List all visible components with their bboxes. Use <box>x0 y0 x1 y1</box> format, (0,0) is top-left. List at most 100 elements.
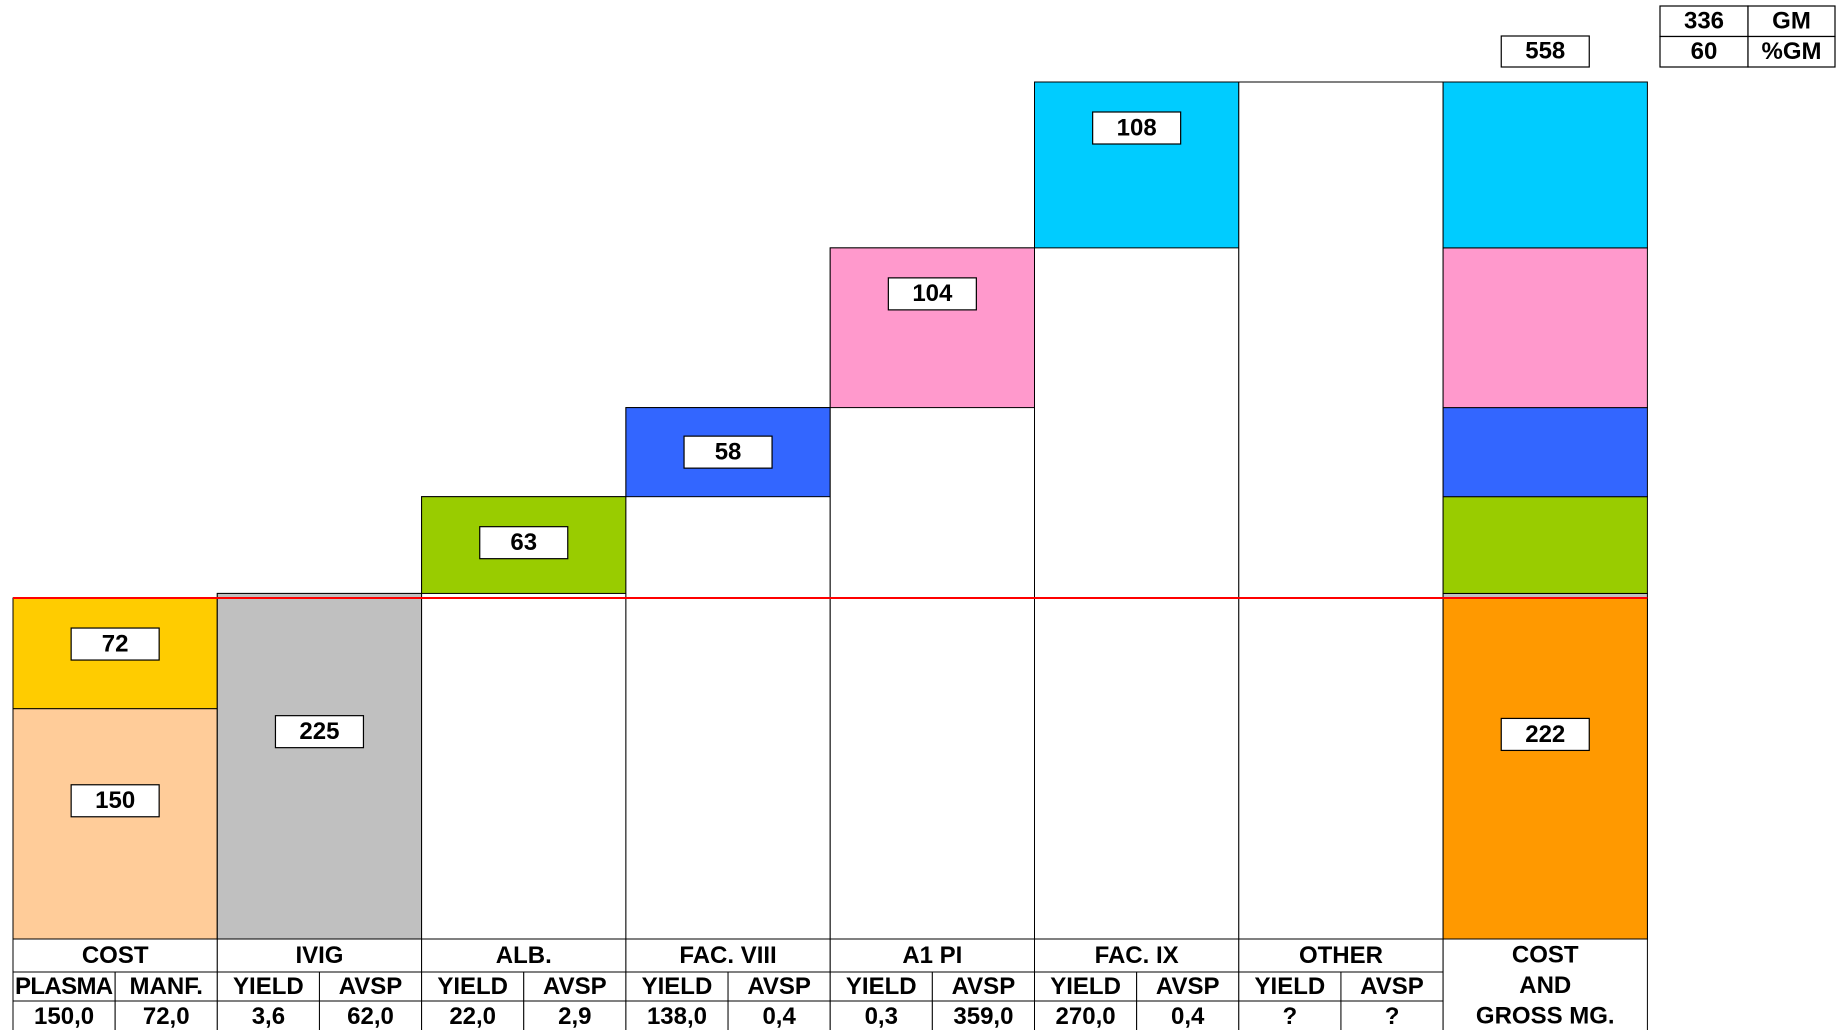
table-cell <box>1034 1000 1138 1030</box>
table-value: 0,3 <box>865 1003 898 1030</box>
table-total-header: AND <box>1519 972 1571 999</box>
value-label: 58 <box>715 438 742 465</box>
cost-bar <box>12 708 218 940</box>
table-header-cell <box>1238 938 1444 973</box>
table-subheader: YIELD <box>846 973 917 1000</box>
gm-cell <box>1747 5 1836 38</box>
table-subheader: AVSP <box>339 973 403 1000</box>
product-bar <box>1034 81 1240 249</box>
table-value: 72,0 <box>143 1003 190 1030</box>
revenue-label: 558 <box>1525 37 1565 64</box>
table-subheader: AVSP <box>952 973 1016 1000</box>
table-header: A1 PI <box>902 942 962 969</box>
table-cell <box>1238 971 1342 1002</box>
value-label: 104 <box>912 280 953 307</box>
product-bar <box>829 247 1036 409</box>
table-value: 138,0 <box>647 1003 707 1030</box>
table-header-cell <box>829 938 1036 973</box>
gm-cell <box>1747 35 1836 68</box>
table-cell <box>1238 1000 1342 1030</box>
value-box <box>1500 717 1590 752</box>
total-segment <box>1442 407 1648 498</box>
product-bar <box>216 592 423 940</box>
table-subheader: YIELD <box>233 973 304 1000</box>
table-subheader: MANF. <box>130 973 203 1000</box>
table-header: IVIG <box>295 942 343 969</box>
table-subheader: YIELD <box>642 973 713 1000</box>
value-box <box>479 526 569 560</box>
table-cell <box>727 1000 831 1030</box>
table-value: 3,6 <box>252 1003 285 1030</box>
value-label: 108 <box>1117 114 1157 141</box>
table-value: 150,0 <box>34 1003 94 1030</box>
total-segment <box>1442 247 1648 409</box>
gm-label: GM <box>1772 7 1811 34</box>
table-value: ? <box>1283 1003 1298 1030</box>
value-box <box>683 435 773 469</box>
table-value: 22,0 <box>449 1003 496 1030</box>
value-label: 72 <box>102 630 129 657</box>
total-segment <box>1442 496 1648 594</box>
gm-label: %GM <box>1762 38 1822 65</box>
table-header: FAC. IX <box>1095 942 1179 969</box>
table-subheader: AVSP <box>1360 973 1424 1000</box>
table-cell <box>727 971 831 1002</box>
table-value: 359,0 <box>953 1003 1013 1030</box>
table-cell <box>114 971 218 1002</box>
gm-value: 336 <box>1684 7 1724 34</box>
value-box <box>887 277 977 311</box>
column-outline <box>1238 81 1444 940</box>
table-cell <box>216 971 320 1002</box>
table-cell <box>318 1000 423 1030</box>
total-cost-bar <box>1442 597 1648 940</box>
table-cell <box>523 1000 627 1030</box>
table-total-header: GROSS MG. <box>1476 1002 1615 1029</box>
revenue-box <box>1500 35 1590 68</box>
table-subheader: YIELD <box>437 973 508 1000</box>
total-segment <box>1442 81 1648 249</box>
table-total-header: COST <box>1512 941 1579 968</box>
table-cell <box>829 971 933 1002</box>
table-cell <box>1136 1000 1240 1030</box>
value-box <box>274 715 365 749</box>
table-header-cell <box>1034 938 1240 973</box>
table-cell <box>12 971 116 1002</box>
table-header-cell <box>12 938 218 973</box>
table-value: 270,0 <box>1056 1003 1116 1030</box>
value-label: 222 <box>1525 721 1565 748</box>
table-subheader: YIELD <box>1255 973 1326 1000</box>
table-header: COST <box>82 942 149 969</box>
table-header: OTHER <box>1299 942 1383 969</box>
table-cell <box>523 971 627 1002</box>
table-value: 0,4 <box>1171 1003 1205 1030</box>
table-cell <box>1136 971 1240 1002</box>
table-cell <box>114 1000 218 1030</box>
table-cell <box>1340 971 1444 1002</box>
value-label: 63 <box>510 529 537 556</box>
table-header: ALB. <box>496 942 552 969</box>
table-value: 62,0 <box>347 1003 394 1030</box>
table-subheader: PLASMA <box>15 973 113 1000</box>
table-cell <box>931 971 1035 1002</box>
table-header-cell <box>216 938 423 973</box>
value-box <box>70 784 160 818</box>
table-subheader: AVSP <box>543 973 607 1000</box>
table-subheader: AVSP <box>747 973 811 1000</box>
table-header: FAC. VIII <box>679 942 776 969</box>
table-value: ? <box>1385 1003 1400 1030</box>
table-cell <box>421 1000 525 1030</box>
table-header-cell <box>421 938 627 973</box>
table-cell <box>421 971 525 1002</box>
gm-value: 60 <box>1691 38 1718 65</box>
table-subheader: YIELD <box>1050 973 1121 1000</box>
table-total-cell <box>1442 938 1648 1030</box>
table-subheader: AVSP <box>1156 973 1220 1000</box>
value-label: 225 <box>299 718 339 745</box>
value-box <box>70 627 160 661</box>
table-value: 2,9 <box>558 1003 591 1030</box>
value-box <box>1092 111 1182 145</box>
table-value: 0,4 <box>762 1003 796 1030</box>
value-label: 150 <box>95 787 135 814</box>
